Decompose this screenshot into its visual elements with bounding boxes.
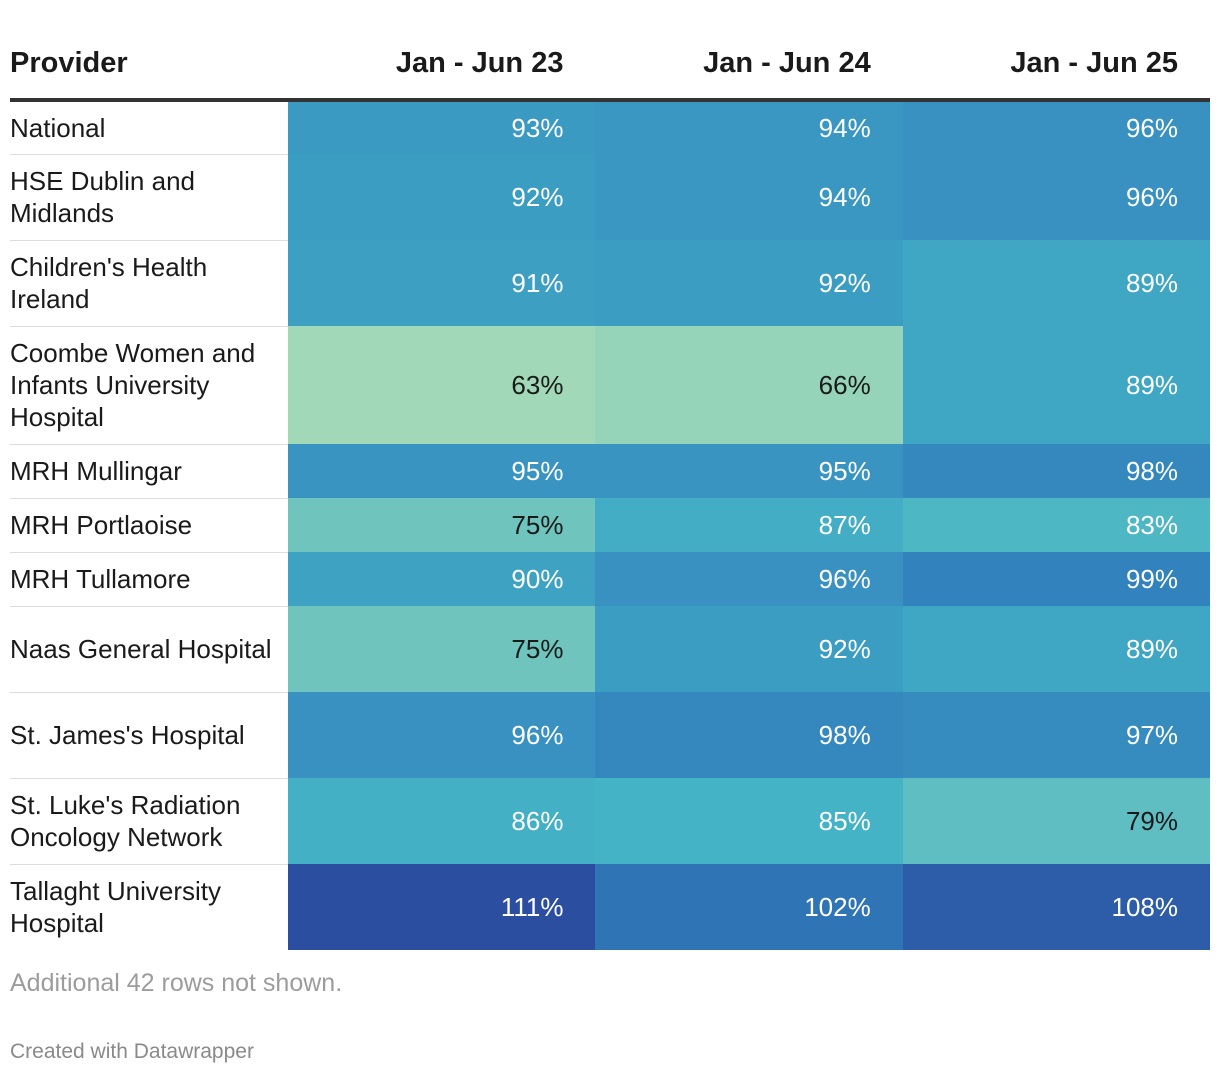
provider-cell: Children's Health Ireland	[10, 240, 289, 327]
credit-link[interactable]: Created with Datawrapper	[10, 1040, 254, 1063]
table-row: St. Luke's Radiation Oncology Network 86…	[10, 778, 1210, 865]
provider-cell: MRH Tullamore	[10, 552, 289, 607]
provider-cell: HSE Dublin and Midlands	[10, 154, 289, 241]
value-cell: 89%	[902, 326, 1210, 444]
value-cell: 75%	[288, 498, 596, 552]
value-cell: 86%	[288, 778, 596, 864]
provider-cell: Tallaght University Hospital	[10, 876, 221, 939]
value-cell: 87%	[595, 498, 903, 552]
provider-cell: St. James's Hospital	[10, 692, 289, 779]
value-cell: 75%	[288, 606, 596, 692]
heatmap-table: Provider Jan - Jun 23 Jan - Jun 24 Jan -…	[10, 0, 1210, 950]
value-cell: 91%	[288, 240, 596, 326]
value-cell: 92%	[595, 606, 903, 692]
table-row: National 93% 94% 96%	[10, 100, 1210, 155]
value-cell: 94%	[595, 100, 903, 154]
value-cell: 98%	[595, 692, 903, 778]
value-cell: 79%	[902, 778, 1210, 864]
footnote: Additional 42 rows not shown.	[10, 969, 343, 997]
provider-cell: National	[10, 100, 289, 155]
value-cell: 108%	[902, 864, 1210, 950]
value-cell: 83%	[902, 498, 1210, 552]
value-cell: 92%	[595, 240, 903, 326]
value-cell: 94%	[595, 154, 903, 240]
value-cell: 92%	[288, 154, 596, 240]
value-cell: 97%	[902, 692, 1210, 778]
provider-cell: MRH Portlaoise	[10, 498, 289, 553]
value-cell: 63%	[288, 326, 596, 444]
table-row: HSE Dublin and Midlands 92% 94% 96%	[10, 154, 1210, 241]
value-cell: 93%	[288, 100, 596, 154]
provider-cell: St. Luke's Radiation Oncology Network	[10, 778, 289, 865]
provider-cell: MRH Mullingar	[10, 444, 289, 499]
value-cell: 85%	[595, 778, 903, 864]
table-row: St. James's Hospital 96% 98% 97%	[10, 692, 1210, 779]
value-cell: 95%	[595, 444, 903, 498]
value-cell: 89%	[902, 240, 1210, 326]
column-header-jan-jun-25[interactable]: Jan - Jun 25	[902, 0, 1210, 102]
value-cell: 98%	[902, 444, 1210, 498]
table-row: Naas General Hospital 75% 92% 89%	[10, 606, 1210, 693]
table-row: MRH Tullamore 90% 96% 99%	[10, 552, 1210, 607]
value-cell: 90%	[288, 552, 596, 606]
table-row: Children's Health Ireland 91% 92% 89%	[10, 240, 1210, 327]
value-cell: 89%	[902, 606, 1210, 692]
value-cell: 96%	[595, 552, 903, 606]
value-cell: 99%	[902, 552, 1210, 606]
table-row: Coombe Women and Infants University Hosp…	[10, 326, 1210, 445]
header-row: Provider Jan - Jun 23 Jan - Jun 24 Jan -…	[10, 0, 1210, 102]
value-cell: 96%	[902, 100, 1210, 154]
value-cell: 95%	[288, 444, 596, 498]
value-cell: 96%	[902, 154, 1210, 240]
table-row: MRH Mullingar 95% 95% 98%	[10, 444, 1210, 499]
heatmap-table-container: Provider Jan - Jun 23 Jan - Jun 24 Jan -…	[10, 0, 1210, 950]
column-header-jan-jun-24[interactable]: Jan - Jun 24	[595, 0, 903, 102]
value-cell: 102%	[595, 864, 903, 950]
table-row: MRH Portlaoise 75% 87% 83%	[10, 498, 1210, 553]
value-cell: 111%	[288, 864, 596, 950]
column-header-jan-jun-23[interactable]: Jan - Jun 23	[288, 0, 596, 102]
provider-cell: Coombe Women and Infants University Hosp…	[10, 326, 289, 445]
value-cell: 66%	[595, 326, 903, 444]
column-header-provider[interactable]: Provider	[10, 0, 289, 102]
provider-cell: Naas General Hospital	[10, 606, 289, 693]
value-cell: 96%	[288, 692, 596, 778]
table-row: Tallaght University Hospital 111% 102% 1…	[10, 864, 1210, 950]
